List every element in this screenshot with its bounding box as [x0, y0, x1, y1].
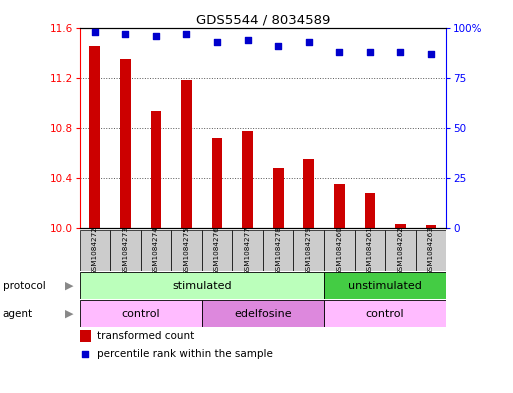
Bar: [324, 272, 446, 299]
Text: transformed count: transformed count: [97, 331, 195, 341]
Point: [335, 48, 343, 55]
Point: [213, 39, 221, 45]
Bar: [80, 272, 324, 299]
Point: [366, 48, 374, 55]
Text: edelfosine: edelfosine: [234, 309, 292, 319]
Title: GDS5544 / 8034589: GDS5544 / 8034589: [196, 13, 330, 26]
Bar: [181, 80, 192, 228]
Text: agent: agent: [3, 309, 33, 319]
Bar: [212, 138, 223, 228]
Bar: [303, 159, 314, 228]
Bar: [293, 230, 324, 271]
Point: [121, 30, 129, 37]
Text: stimulated: stimulated: [172, 281, 231, 291]
Bar: [80, 300, 202, 327]
Text: GSM1084275: GSM1084275: [184, 226, 189, 275]
Point: [274, 42, 282, 49]
Text: GSM1084279: GSM1084279: [306, 226, 312, 275]
Bar: [110, 230, 141, 271]
Bar: [365, 193, 375, 228]
Point: [152, 32, 160, 39]
Bar: [89, 46, 100, 228]
Text: GSM1084261: GSM1084261: [367, 226, 373, 275]
Bar: [202, 230, 232, 271]
Text: ▶: ▶: [65, 309, 73, 319]
Point: [244, 37, 252, 43]
Bar: [120, 59, 131, 228]
Bar: [334, 184, 345, 228]
Bar: [416, 230, 446, 271]
Bar: [202, 300, 324, 327]
Bar: [80, 230, 110, 271]
Bar: [171, 230, 202, 271]
Text: GSM1084263: GSM1084263: [428, 226, 434, 275]
Bar: [354, 230, 385, 271]
Bar: [385, 230, 416, 271]
Text: GSM1084276: GSM1084276: [214, 226, 220, 275]
Text: GSM1084273: GSM1084273: [123, 226, 128, 275]
Text: percentile rank within the sample: percentile rank within the sample: [97, 349, 273, 359]
Bar: [242, 132, 253, 228]
Point: [91, 28, 99, 35]
Text: unstimulated: unstimulated: [348, 281, 422, 291]
Text: control: control: [366, 309, 404, 319]
Point: [183, 30, 191, 37]
Point: [305, 39, 313, 45]
Text: GSM1084274: GSM1084274: [153, 226, 159, 275]
Text: GSM1084260: GSM1084260: [337, 226, 342, 275]
Text: GSM1084278: GSM1084278: [275, 226, 281, 275]
Point: [427, 50, 435, 57]
Bar: [324, 300, 446, 327]
Bar: [80, 331, 91, 342]
Point: [81, 351, 89, 357]
Text: control: control: [122, 309, 160, 319]
Text: protocol: protocol: [3, 281, 45, 291]
Text: ▶: ▶: [65, 281, 73, 291]
Text: GSM1084272: GSM1084272: [92, 226, 98, 275]
Text: GSM1084277: GSM1084277: [245, 226, 251, 275]
Bar: [141, 230, 171, 271]
Point: [397, 48, 405, 55]
Bar: [151, 112, 161, 228]
Text: GSM1084262: GSM1084262: [398, 226, 403, 275]
Bar: [263, 230, 293, 271]
Bar: [324, 230, 354, 271]
Bar: [426, 226, 437, 228]
Bar: [273, 168, 284, 228]
Bar: [395, 224, 406, 228]
Bar: [232, 230, 263, 271]
